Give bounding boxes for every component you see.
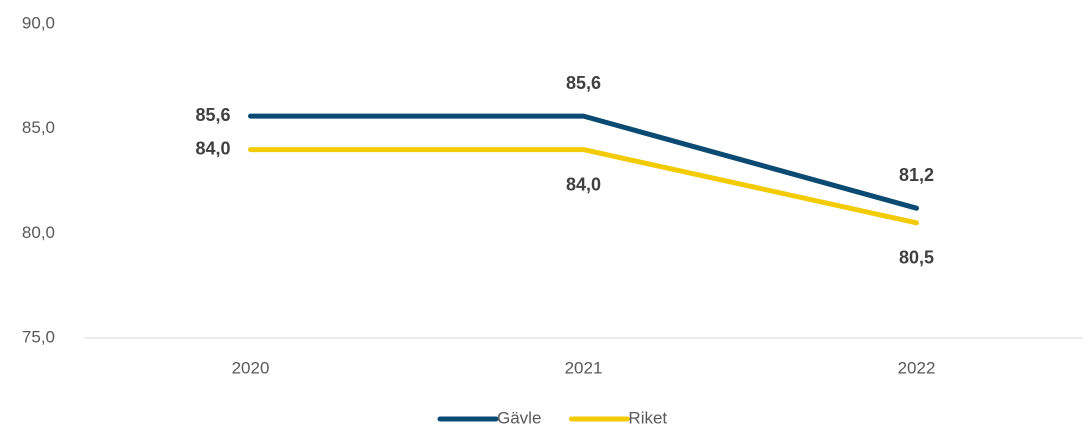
y-tick-label: 90,0 (22, 13, 55, 32)
x-tick-label: 2022 (898, 358, 936, 377)
x-tick-label: 2021 (565, 358, 603, 377)
data-label: 85,6 (566, 73, 601, 93)
data-label: 84,0 (566, 174, 601, 194)
legend-label: Gävle (497, 408, 541, 427)
legend-label: Riket (628, 408, 667, 427)
y-tick-label: 80,0 (22, 223, 55, 242)
x-tick-label: 2020 (232, 358, 270, 377)
data-label: 81,2 (899, 165, 934, 185)
data-label: 85,6 (195, 105, 230, 125)
series-line (248, 113, 919, 211)
data-label: 84,0 (195, 138, 230, 158)
data-label: 80,5 (899, 248, 934, 268)
y-tick-label: 85,0 (22, 118, 55, 137)
y-tick-label: 75,0 (22, 327, 55, 346)
series-line (248, 147, 919, 226)
